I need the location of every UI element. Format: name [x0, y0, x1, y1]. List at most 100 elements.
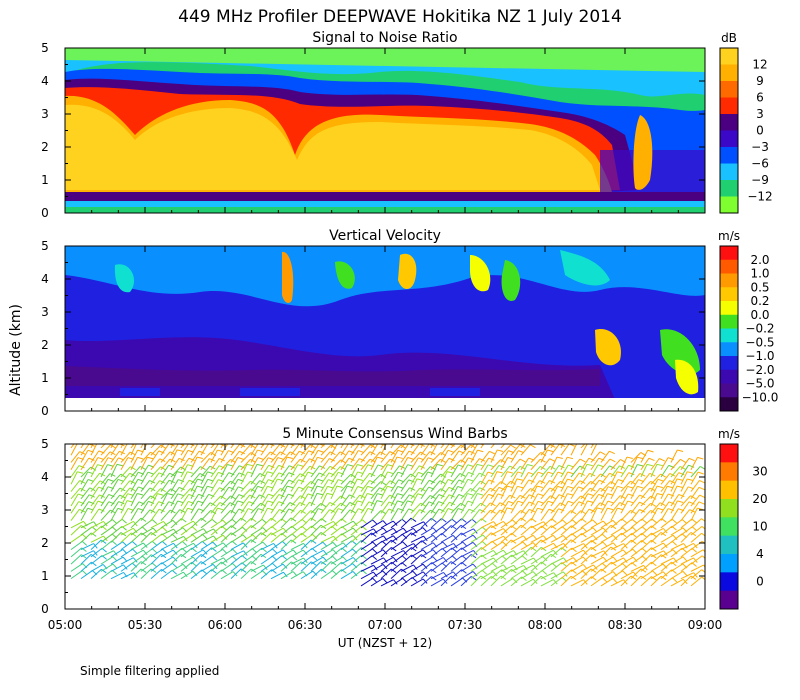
wind-barb — [590, 473, 601, 485]
wind-barb-flag — [379, 487, 386, 491]
wind-barb — [680, 458, 690, 471]
wind-barb — [440, 466, 451, 478]
x-tick-label: 08:00 — [528, 618, 563, 632]
colorbar-swatch — [720, 383, 738, 398]
wind-barb — [190, 561, 202, 572]
wind-barb — [230, 486, 239, 500]
wind-barb — [260, 517, 272, 529]
wind-barb-flag — [562, 571, 568, 577]
wind-barb — [420, 562, 433, 572]
wind-barb-flag — [257, 435, 263, 436]
wind-barb-flag — [506, 507, 513, 510]
wind-barb-flag — [630, 575, 637, 580]
wind-barb — [600, 450, 610, 463]
wind-barb-flag — [428, 457, 435, 461]
wind-barb — [660, 518, 673, 529]
wind-barb — [450, 444, 456, 449]
wind-barb — [690, 501, 700, 514]
wind-barb-flag — [547, 471, 554, 475]
wind-barb — [120, 466, 131, 478]
wind-barb — [300, 444, 304, 449]
wind-barb — [390, 541, 403, 551]
wind-barb — [180, 464, 189, 478]
wind-barb-flag — [617, 485, 624, 489]
wind-barb — [370, 493, 378, 507]
wind-barb-flag — [599, 479, 605, 484]
wind-barb — [150, 533, 163, 543]
wind-barb — [360, 458, 371, 471]
wind-barb — [280, 561, 292, 572]
wind-barb — [100, 444, 111, 456]
wind-barb — [590, 527, 604, 536]
wind-barb — [300, 555, 313, 565]
wind-barb — [620, 500, 629, 514]
colorbar-swatch — [720, 535, 738, 555]
wind-barb — [80, 570, 93, 580]
wind-barb — [510, 500, 519, 514]
wind-barb-flag — [431, 568, 437, 574]
wind-barb-flag — [539, 458, 546, 463]
wind-barb-flag — [468, 471, 475, 475]
wind-barb — [110, 487, 121, 500]
wind-barb — [680, 478, 688, 492]
wind-barb-flag — [461, 532, 467, 537]
wind-barb — [190, 466, 201, 478]
wind-barb-flag — [701, 555, 705, 559]
wind-barb-flag — [659, 502, 666, 507]
snr-field — [65, 48, 705, 213]
wind-barb — [240, 568, 252, 580]
wind-barb-flag — [188, 444, 195, 447]
wind-barb — [140, 562, 153, 572]
wind-barb — [630, 532, 643, 543]
wind-barb-flag — [329, 509, 336, 513]
wind-barb — [530, 485, 538, 499]
wind-barb — [540, 562, 553, 572]
wind-barb — [150, 458, 161, 471]
wind-barb — [160, 569, 173, 580]
wind-barb — [580, 508, 590, 521]
wind-barb-flag — [262, 541, 268, 547]
wind-barb — [560, 525, 572, 536]
wind-barb-flag — [93, 521, 98, 527]
wind-barb-flag — [217, 507, 224, 511]
wind-barb — [500, 532, 512, 543]
wind-barb — [90, 444, 98, 456]
wind-barb-flag — [582, 570, 588, 576]
wind-barb-flag — [571, 561, 577, 567]
wind-barb-flag — [391, 547, 397, 552]
wind-barb-flag — [676, 485, 683, 489]
wind-barb-flag — [232, 571, 238, 577]
wind-barb — [110, 464, 118, 478]
wind-barb-flag — [260, 532, 267, 537]
colorbar-label: 30 — [752, 465, 767, 479]
wind-barb — [180, 488, 191, 500]
vv-field — [65, 246, 705, 411]
wind-barb-flag — [220, 437, 225, 440]
wind-barb — [500, 501, 509, 514]
wind-barb-flag — [672, 549, 678, 555]
wind-barb — [340, 520, 354, 529]
wind-barb — [430, 473, 442, 485]
wind-barb — [140, 480, 150, 492]
wind-barb — [290, 479, 299, 492]
vv-panel: Vertical Velocity — [64, 228, 706, 412]
wind-barb — [500, 525, 512, 536]
colorbar-swatch — [720, 287, 738, 302]
wind-barb-flag — [172, 562, 178, 568]
wind-barb — [290, 542, 304, 551]
wind-barb-flag — [91, 532, 97, 537]
wind-barb-flag — [612, 534, 618, 541]
wind-barb — [490, 575, 502, 587]
wind-barb-flag — [278, 494, 285, 498]
wind-barb — [460, 444, 471, 456]
wind-barb — [310, 556, 324, 565]
wind-barb — [130, 508, 139, 521]
wind-barb — [670, 533, 683, 543]
wind-barb-flag — [570, 539, 577, 544]
wind-barb — [460, 549, 474, 558]
wind-barb — [170, 571, 184, 580]
wind-barb — [520, 525, 532, 536]
wind-barb — [670, 556, 684, 565]
wind-barb — [690, 471, 699, 485]
wind-barb — [470, 464, 478, 478]
